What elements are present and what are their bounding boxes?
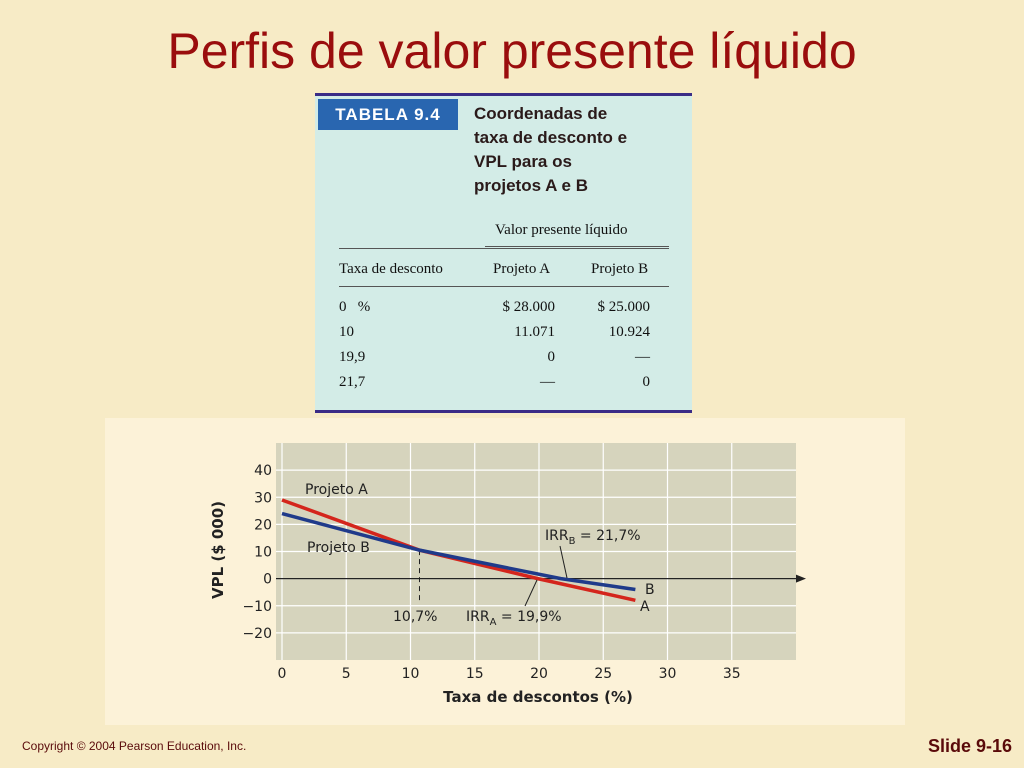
group-header: Valor presente líquido bbox=[495, 222, 628, 238]
column-header: Projeto B bbox=[591, 261, 649, 277]
x-tick-label: 5 bbox=[342, 666, 351, 682]
annotation: IRRB = 21,7% bbox=[545, 528, 641, 547]
x-tick-label: 25 bbox=[594, 666, 612, 682]
x-tick-label: 20 bbox=[530, 666, 548, 682]
series-end-label: A bbox=[640, 599, 650, 615]
caption-line: projetos A e B bbox=[474, 176, 588, 195]
annotation-part: IRR bbox=[466, 609, 490, 625]
table-cell: $ 28.000 bbox=[502, 299, 556, 315]
copyright: Copyright © 2004 Pearson Education, Inc. bbox=[22, 739, 247, 753]
series-label: Projeto A bbox=[305, 482, 368, 498]
table-caption: Coordenadas de taxa de desconto e VPL pa… bbox=[474, 102, 627, 198]
table-cell: $ 25.000 bbox=[597, 299, 651, 315]
y-tick-label: 40 bbox=[254, 463, 272, 479]
series-label: Projeto B bbox=[307, 540, 370, 556]
annotation-part: A bbox=[490, 617, 497, 628]
y-tick-label: −20 bbox=[242, 626, 272, 642]
column-header: Projeto A bbox=[493, 261, 551, 277]
annotation-part: = 21,7% bbox=[575, 528, 640, 544]
annotation-part: IRR bbox=[545, 528, 569, 544]
series-line bbox=[281, 498, 636, 603]
rule bbox=[339, 286, 669, 287]
x-tick-label: 30 bbox=[659, 666, 677, 682]
caption-line: VPL para os bbox=[474, 152, 572, 171]
y-tick-label: −10 bbox=[242, 599, 272, 615]
table-cell: 10 bbox=[339, 324, 354, 340]
annotation-part: = 19,9% bbox=[496, 609, 561, 625]
x-tick-label: 0 bbox=[278, 666, 287, 682]
table-cell: — bbox=[635, 349, 650, 365]
series-end-label: B bbox=[645, 582, 655, 598]
caption-line: taxa de desconto e bbox=[474, 128, 628, 147]
y-tick-label: 0 bbox=[263, 572, 272, 588]
rule bbox=[339, 248, 669, 249]
y-axis-title: VPL ($ 000) bbox=[209, 501, 227, 599]
table-cell: 19,9 bbox=[339, 349, 366, 365]
annotation: IRRA = 19,9% bbox=[466, 609, 562, 628]
y-tick-label: 10 bbox=[254, 545, 272, 561]
table-cell: — bbox=[540, 374, 555, 390]
column-header: Taxa de desconto bbox=[339, 261, 443, 277]
axis-arrow bbox=[796, 574, 806, 583]
table-cell: 11.071 bbox=[514, 324, 555, 340]
y-tick-label: 20 bbox=[254, 517, 272, 533]
slide-title: Perfis de valor presente líquido bbox=[167, 23, 857, 79]
annotation-pointer bbox=[524, 579, 538, 607]
table-cell: 0 bbox=[547, 349, 556, 365]
table-label: TABELA 9.4 bbox=[318, 99, 458, 130]
table-cell: 21,7 bbox=[339, 374, 366, 390]
table-cell: 10.924 bbox=[608, 324, 650, 340]
x-tick-label: 35 bbox=[723, 666, 741, 682]
plot: 0 5 10 15 20 25 30 35 −20 −10 0 10 20 30 40 bbox=[242, 443, 806, 682]
annotation-part: B bbox=[569, 536, 576, 547]
annotation-pointer bbox=[559, 545, 568, 579]
table-box: TABELA 9.4 Coordenadas de taxa de descon… bbox=[315, 93, 692, 413]
table-cell: 0 % bbox=[339, 299, 371, 315]
series-line bbox=[281, 511, 636, 592]
x-tick-label: 15 bbox=[466, 666, 484, 682]
table-cell: 0 bbox=[642, 374, 651, 390]
caption-line: Coordenadas de bbox=[474, 104, 608, 123]
annotation: 10,7% bbox=[393, 609, 437, 625]
rule bbox=[485, 246, 669, 247]
x-axis-title: Taxa de descontos (%) bbox=[443, 688, 633, 706]
x-tick-label: 10 bbox=[402, 666, 420, 682]
y-tick-label: 30 bbox=[254, 490, 272, 506]
slide-number: Slide 9-16 bbox=[927, 736, 1012, 756]
